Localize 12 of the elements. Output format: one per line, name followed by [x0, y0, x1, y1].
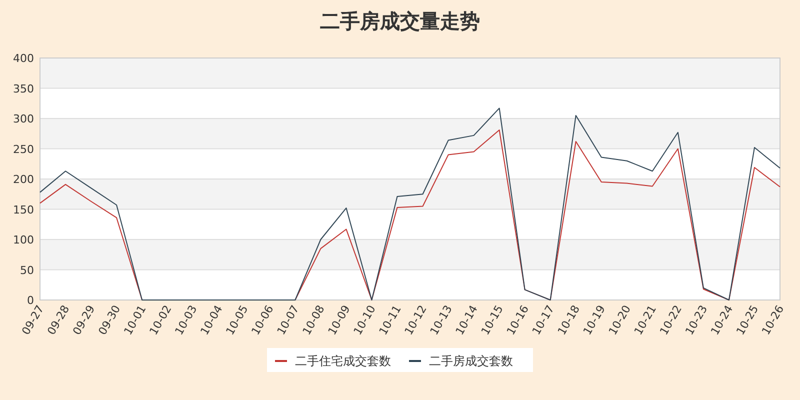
- y-tick-label: 350: [13, 82, 34, 96]
- legend-label: 二手住宅成交套数: [295, 354, 391, 368]
- y-tick-label: 300: [13, 112, 34, 126]
- chart-title: 二手房成交量走势: [320, 9, 480, 33]
- y-tick-label: 400: [13, 52, 34, 65]
- y-tick-label: 150: [13, 203, 34, 216]
- y-tick-label: 50: [20, 264, 34, 277]
- y-tick-label: 250: [13, 142, 34, 156]
- y-tick-label: 200: [13, 173, 34, 186]
- legend-label: 二手房成交套数: [429, 354, 513, 368]
- y-tick-label: 100: [13, 234, 34, 246]
- y-tick-label: 0: [27, 294, 34, 307]
